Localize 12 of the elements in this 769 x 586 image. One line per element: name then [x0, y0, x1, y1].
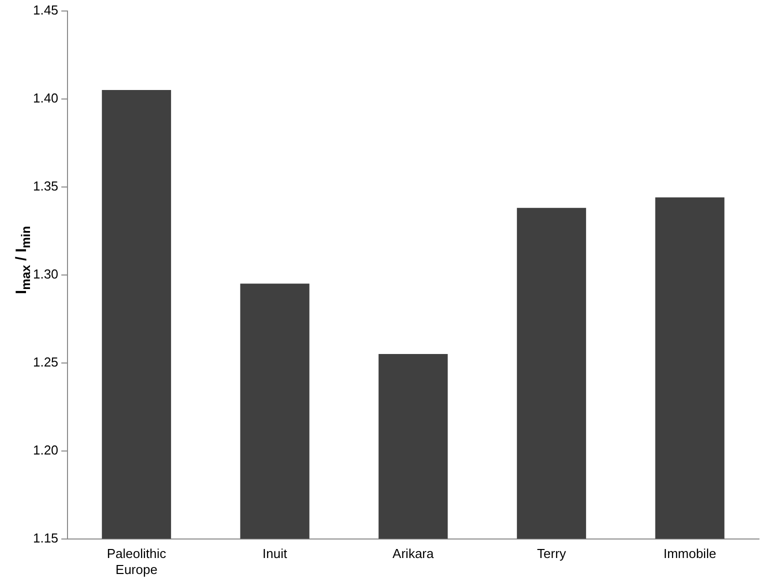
y-tick-label: 1.25: [32, 354, 58, 370]
y-tick-label: 1.45: [32, 2, 58, 18]
y-tick-label: 1.40: [32, 90, 58, 106]
x-tick-label: Inuit: [262, 546, 288, 562]
x-tick-label: Terry: [537, 546, 566, 562]
x-tick-label: Arikara: [392, 546, 435, 562]
y-tick-label: 1.20: [32, 442, 58, 458]
x-tick-label: Immobile: [663, 546, 716, 562]
y-tick-label: 1.15: [32, 530, 58, 546]
x-tick-label: Paleolithic Europe: [106, 546, 167, 577]
y-tick-label: 1.35: [32, 178, 58, 194]
y-tick-label: 1.30: [32, 266, 58, 282]
